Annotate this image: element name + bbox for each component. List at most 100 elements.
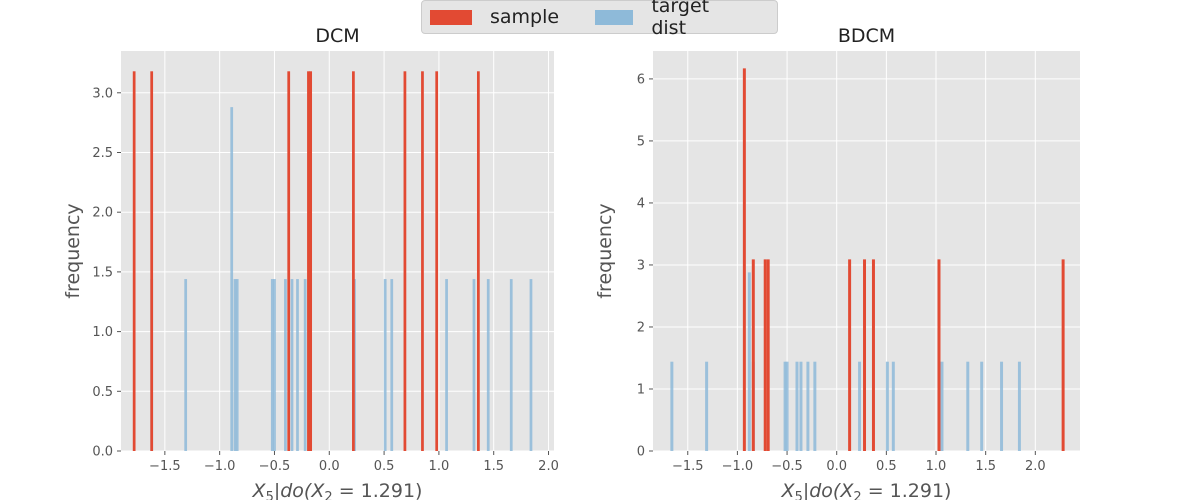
bar-sample (132, 71, 136, 451)
bar-target-dist (235, 279, 239, 451)
bar-sample (1061, 259, 1065, 451)
legend-swatch-target-dist (595, 9, 634, 25)
bar-target-dist (230, 107, 234, 452)
plot-area (121, 51, 554, 451)
x-tick-label: 0.0 (319, 459, 340, 474)
x-tick-label: −1.0 (722, 459, 754, 474)
legend-swatch-sample (430, 9, 472, 25)
bar-target-dist (940, 361, 944, 451)
bar-target-dist (1017, 361, 1021, 451)
bar-target-dist (445, 279, 448, 451)
bar-target-dist (184, 279, 188, 451)
x-tick-label: 2.0 (538, 459, 559, 474)
y-tick-label: 0.5 (92, 385, 113, 400)
bar-target-dist (296, 279, 299, 451)
x-tick-label: 2.0 (1025, 459, 1046, 474)
bar-sample (287, 71, 291, 451)
chart-panel-2: −1.5 −1.0 −0.5 0.0 0.5 1.0 1.5 2.0 0 1 2 3 4 5 6 BDCM fr… (594, 25, 1080, 500)
bar-target-dist (885, 361, 889, 451)
bar-target-dist (273, 279, 276, 451)
plot-area (653, 51, 1080, 451)
bar-sample (751, 259, 755, 451)
bar-target-dist (509, 279, 513, 451)
bar-sample (863, 259, 867, 451)
bar-sample (848, 259, 852, 451)
bar-sample (742, 68, 746, 451)
legend-label-target-dist: target dist (651, 0, 710, 39)
x-tick-label: −1.5 (672, 459, 704, 474)
bar-target-dist (290, 279, 294, 451)
x-tick-label: −0.5 (259, 459, 291, 474)
x-tick-label: 0.5 (876, 459, 897, 474)
x-tick-label: 1.5 (483, 459, 504, 474)
y-tick-label: 0 (637, 445, 645, 460)
bar-sample (150, 71, 154, 451)
y-tick-label: 3 (637, 258, 645, 273)
bar-target-dist (303, 279, 307, 451)
bar-target-dist (891, 361, 895, 451)
bar-target-dist (795, 361, 799, 451)
bar-target-dist (783, 361, 787, 451)
x-axis-label: X5|do(X2 = 1.291) (252, 480, 423, 500)
bar-target-dist (383, 279, 387, 451)
x-tick-label: 0.0 (826, 459, 847, 474)
bar-sample (937, 259, 941, 451)
y-tick-label: 2.0 (92, 206, 113, 221)
x-tick-label: −0.5 (771, 459, 803, 474)
bar-target-dist (747, 272, 751, 451)
bar-target-dist (270, 279, 274, 451)
bar-target-dist (966, 361, 970, 451)
bar-target-dist (472, 279, 476, 451)
x-tick-label: −1.5 (149, 459, 181, 474)
y-tick-label: 6 (637, 72, 645, 87)
y-axis-label: frequency (594, 203, 616, 298)
y-tick-label: 0.0 (92, 445, 113, 460)
y-tick-label: 1.0 (92, 325, 113, 340)
y-tick-label: 4 (637, 196, 645, 211)
bar-sample (307, 71, 310, 451)
bar-sample (476, 71, 480, 451)
y-tick-label: 1.5 (92, 265, 113, 280)
chart-title: DCM (315, 25, 359, 47)
bar-target-dist (813, 361, 817, 451)
bar-target-dist (799, 361, 803, 451)
bar-target-dist (858, 361, 862, 451)
bar-sample (403, 71, 407, 451)
legend-label-sample: sample (490, 6, 560, 28)
bar-target-dist (486, 279, 490, 451)
legend-item-sample: sample (430, 6, 559, 28)
y-tick-label: 2.5 (92, 146, 113, 161)
bar-target-dist (806, 361, 810, 451)
y-tick-label: 2 (637, 320, 645, 335)
chart-title: BDCM (838, 25, 895, 47)
x-tick-label: −1.0 (204, 459, 236, 474)
x-tick-label: 1.0 (429, 459, 450, 474)
bar-sample (309, 71, 313, 451)
bar-sample (763, 259, 767, 451)
x-tick-label: 1.5 (975, 459, 996, 474)
x-tick-label: 0.5 (374, 459, 395, 474)
bar-target-dist (785, 361, 789, 451)
bar-target-dist (390, 279, 394, 451)
bar-target-dist (529, 279, 533, 451)
legend-item-target-dist: target dist (595, 0, 741, 39)
bar-sample (766, 259, 770, 451)
bar-target-dist (670, 361, 674, 451)
bar-target-dist (705, 361, 709, 451)
x-tick-label: 1.0 (926, 459, 947, 474)
bar-target-dist (284, 279, 287, 451)
y-tick-label: 1 (637, 382, 645, 397)
bar-target-dist (980, 361, 984, 451)
bar-sample (871, 259, 875, 451)
y-axis-label: frequency (62, 203, 84, 298)
bar-target-dist (233, 279, 237, 451)
bar-target-dist (1000, 361, 1004, 451)
bar-sample (421, 71, 424, 451)
chart-panel-1: −1.5 −1.0 −0.5 0.0 0.5 1.0 1.5 2.0 0.0 0.5 1.0 1.5 2… (62, 25, 559, 500)
bar-sample (435, 71, 439, 451)
x-axis-label: X5|do(X2 = 1.291) (781, 480, 952, 500)
bar-sample (352, 71, 355, 451)
y-tick-label: 3.0 (92, 86, 113, 101)
y-tick-label: 5 (637, 134, 645, 149)
